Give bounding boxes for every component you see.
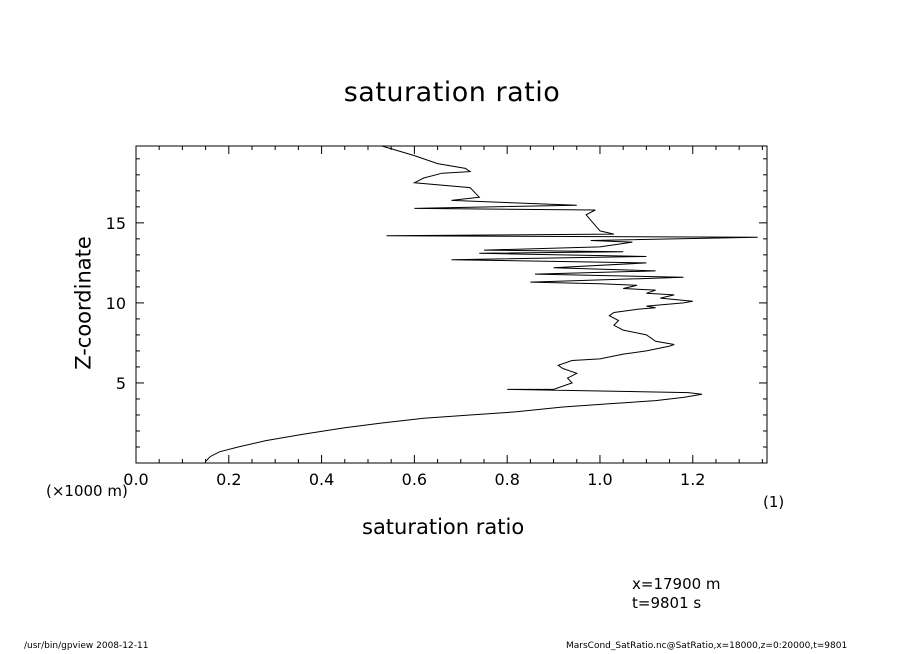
y-tick-label: 10: [106, 294, 126, 313]
data-series: [205, 145, 758, 462]
axis-ticks: [135, 146, 767, 463]
x-tick-label: 0.0: [123, 470, 148, 489]
footer-source: MarsCond_SatRatio.nc@SatRatio,x=18000,z=…: [566, 641, 848, 651]
x-tick-label: 0.4: [309, 470, 334, 489]
x-tick-label: 0.6: [402, 470, 427, 489]
x-tick-label: 0.8: [494, 470, 519, 489]
y-tick-label: 5: [116, 374, 126, 393]
x-tick-label: 0.2: [216, 470, 241, 489]
plot-frame: [135, 145, 768, 464]
x-tick-label: 1.2: [680, 470, 705, 489]
chart-title: saturation ratio: [343, 77, 561, 108]
annotation-x-position: x=17900 m: [632, 575, 721, 593]
y-axis-label: Z-coordinate: [71, 236, 96, 370]
y-axis-unit: (×1000 m): [46, 482, 128, 500]
y-tick-label: 15: [106, 214, 126, 233]
x-tick-label: 1.0: [587, 470, 612, 489]
annotation-time: t=9801 s: [632, 594, 702, 612]
axis-tick-labels: 0.0 0.2 0.4 0.6 0.8 1.0 1.2 5 10 15: [106, 214, 706, 489]
x-axis-unit: (1): [763, 493, 785, 511]
footer-program-date: /usr/bin/gpview 2008-12-11: [24, 641, 149, 651]
saturation-ratio-profile-line: [205, 145, 758, 462]
x-axis-label: saturation ratio: [362, 515, 525, 539]
